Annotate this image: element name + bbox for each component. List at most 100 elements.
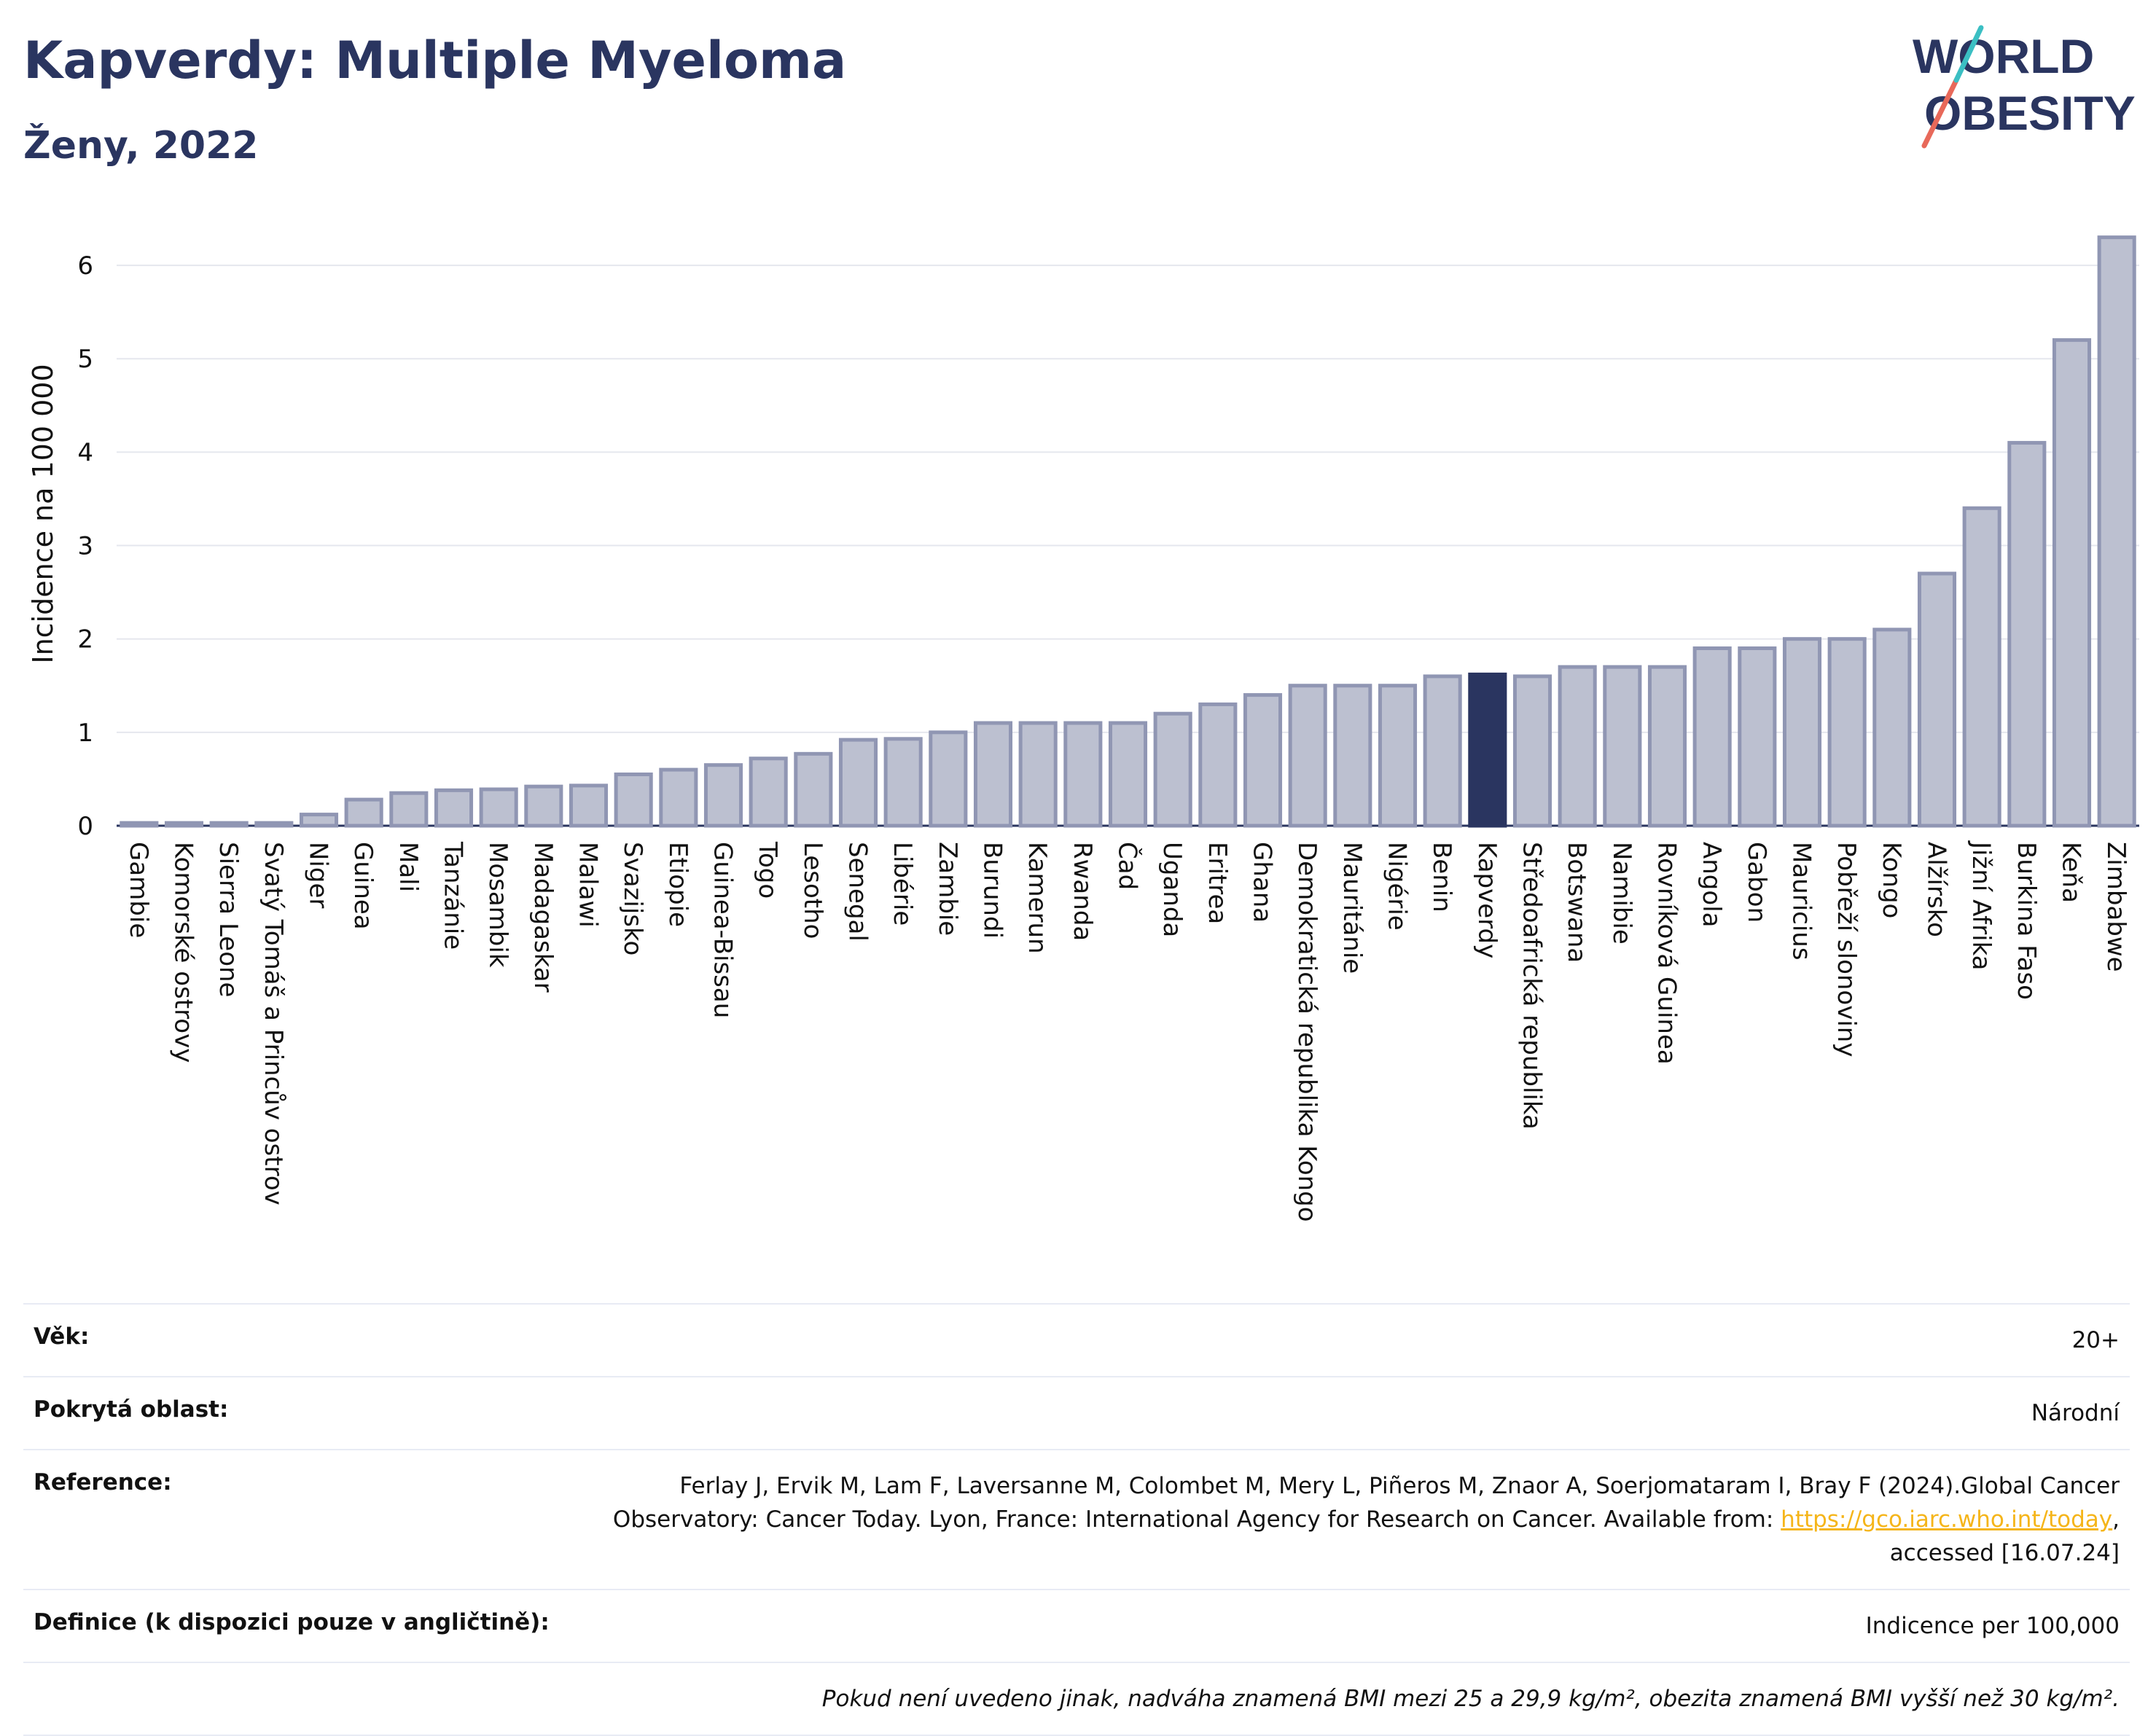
chart-bars [120,235,2136,828]
x-tick-label: Alžírsko [1922,842,1951,937]
y-tick-label: 4 [77,438,93,467]
x-tick-label: Demokratická republika Kongo [1292,842,1321,1222]
x-tick-label: Angola [1697,842,1726,927]
bar [614,773,653,828]
x-tick-label: Středoafrická republika [1518,842,1547,1130]
x-tick-label: Zambie [933,842,962,936]
info-row-definition: Definice (k dispozici pouze v angličtině… [23,1589,2130,1662]
y-axis-ticks: 0 1 2 3 4 5 6 [77,251,93,841]
logo-line1: WORLD [1913,29,2094,83]
bar [749,756,788,828]
x-tick-label: Burkina Faso [2012,842,2041,1000]
x-tick-label: Sierra Leone [214,842,243,997]
bar [1827,637,1867,828]
bar [434,788,474,828]
bar [120,821,159,828]
info-row-age: Věk: 20+ [23,1303,2130,1376]
reference-link[interactable]: https://gco.iarc.who.int/today [1781,1506,2113,1533]
logo-slash-red [1921,77,1959,149]
y-axis-label: Incidence na 100 000 [27,364,59,663]
area-label: Pokrytá oblast: [34,1396,229,1423]
x-tick-label: Etiopie [663,842,692,927]
x-tick-label: Botswana [1562,842,1591,963]
x-tick-label: Gabon [1742,842,1771,923]
x-tick-label: Mosambik [483,842,512,968]
x-tick-label: Komorské ostrovy [169,842,198,1063]
bar [883,737,923,828]
info-row-area: Pokrytá oblast: Národní [23,1376,2130,1449]
world-obesity-logo: WORLD OBESITY [1913,25,2136,149]
bar [1962,506,2001,828]
x-tick-label: Ghana [1248,842,1277,923]
bar [1243,693,1283,828]
age-label: Věk: [34,1323,90,1350]
x-tick-label: Burundi [978,842,1007,939]
x-tick-label: Mali [394,842,423,892]
logo-line2: OBESITY [1924,86,2136,140]
bar [1692,646,1732,828]
bar [1018,721,1058,828]
bar [1558,665,1597,828]
x-tick-label: Kongo [1877,842,1906,918]
x-tick-label: Nigérie [1383,842,1412,931]
bar [2052,338,2092,828]
definition-label: Definice (k dispozici pouze v angličtině… [34,1609,550,1635]
bar [299,813,339,828]
bar [1917,571,1957,828]
bar [659,767,698,828]
logo-slash-teal [1953,25,1984,83]
bar [569,783,609,828]
x-tick-label: Mauricius [1787,842,1816,961]
bar [389,791,429,828]
x-tick-label: Svatý Tomáš a Princův ostrov [259,842,288,1205]
bar [344,797,383,828]
x-tick-label: Libérie [888,842,917,926]
definition-value: Indicence per 100,000 [1865,1613,2120,1639]
age-value: 20+ [2071,1327,2120,1353]
x-tick-label: Uganda [1157,842,1187,937]
x-tick-label: Namibie [1607,842,1636,945]
bar [1288,684,1327,828]
bar [1153,711,1192,828]
bar [838,738,878,828]
x-tick-label: Gambie [124,842,153,938]
bar [1333,684,1372,828]
bar-highlight [1468,672,1507,828]
bmi-note: Pokud není uvedeno jinak, nadváha znamen… [821,1686,2120,1712]
x-tick-label: Jižní Afrika [1966,840,1996,971]
x-tick-label: Guinea-Bissau [708,842,738,1018]
x-tick-label: Tanzánie [439,841,468,950]
bar [2007,441,2047,828]
reference-label: Reference: [34,1469,172,1495]
reference-value: Ferlay J, Ervik M, Lam F, Laversanne M, … [589,1469,2120,1570]
y-tick-label: 5 [77,345,93,374]
bar [973,721,1013,828]
x-tick-label: Zimbabwe [2101,842,2130,972]
bar [794,751,833,828]
y-tick-label: 1 [77,719,93,748]
x-tick-label: Madagaskar [528,842,558,993]
bar [1198,702,1238,828]
bar [479,787,518,828]
bar [1782,637,1822,828]
info-row-reference: Reference: Ferlay J, Ervik M, Lam F, Lav… [23,1449,2130,1589]
x-tick-label: Čad [1113,842,1143,890]
x-tick-label: Senegal [843,842,872,942]
y-tick-label: 3 [77,532,93,561]
bar-chart: 0 1 2 3 4 5 6 Gambie Komorské ostrovy Sierra Leo… [27,235,2139,1222]
info-table: Věk: 20+ Pokrytá oblast: Národní Referen… [23,1303,2130,1736]
x-tick-label: Togo [753,841,782,899]
bar [1872,627,1912,828]
bar [1647,665,1687,828]
x-tick-label: Guinea [348,842,378,930]
reference-suffix: , accessed [16.07.24] [1889,1506,2120,1566]
x-tick-label: Mauritánie [1337,842,1367,974]
x-tick-label: Kamerun [1023,842,1052,954]
bar [2097,235,2136,828]
x-tick-label: Keňa [2057,842,2086,903]
x-tick-label: Benin [1427,842,1456,912]
bar [1108,721,1148,828]
bar [703,763,743,828]
y-tick-label: 0 [77,812,93,841]
reference-text: Ferlay J, Ervik M, Lam F, Laversanne M, … [612,1473,2120,1533]
